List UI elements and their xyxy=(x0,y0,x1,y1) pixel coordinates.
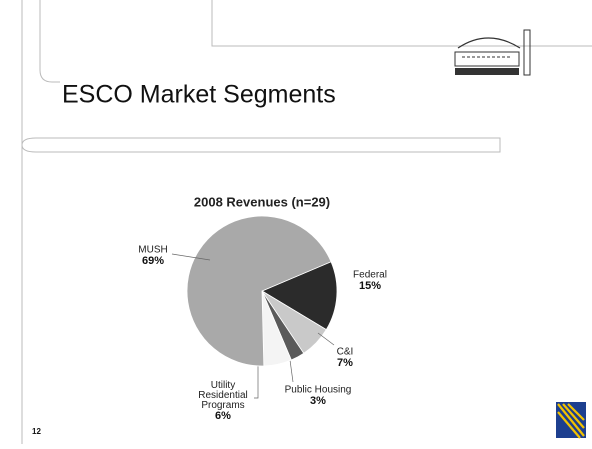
slice-value: 15% xyxy=(359,280,381,292)
slice-value: 3% xyxy=(310,395,326,407)
slice-value: 7% xyxy=(337,357,353,369)
pie-slice xyxy=(261,261,338,331)
slice-label: C&I xyxy=(337,347,354,358)
slide-title: ESCO Market Segments xyxy=(62,81,336,109)
page-number: 12 xyxy=(32,427,41,436)
slice-label: Utility Residential Programs xyxy=(198,380,247,411)
partner-logo xyxy=(556,402,586,439)
leader-line xyxy=(317,332,335,346)
leader-line xyxy=(171,253,211,261)
lab-logo xyxy=(454,29,531,76)
chart-title: 2008 Revenues (n=29) xyxy=(194,194,330,209)
slide-frame xyxy=(21,0,592,444)
slice-value: 6% xyxy=(215,410,231,422)
leader-line xyxy=(289,359,294,383)
slice-value: 69% xyxy=(142,255,164,267)
slice-label: MUSH xyxy=(138,245,167,256)
slice-label: Public Housing xyxy=(285,385,352,396)
slice-label: Federal xyxy=(353,270,387,281)
pie-slice xyxy=(186,215,332,367)
